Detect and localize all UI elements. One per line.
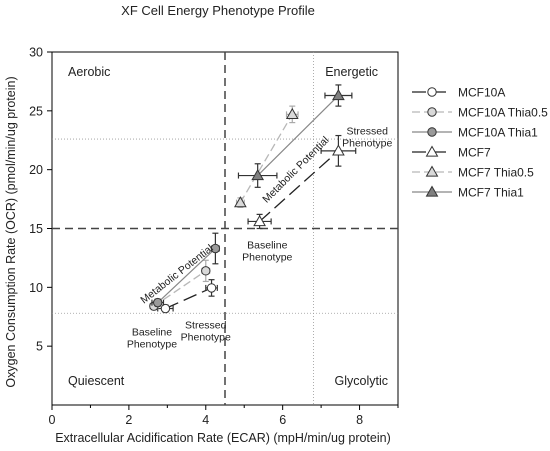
annotation-line: Baseline bbox=[132, 327, 172, 339]
legend-label: MCF10A bbox=[458, 86, 505, 100]
annotation-line: Stressed bbox=[185, 320, 227, 332]
x-tick-label: 6 bbox=[279, 413, 286, 427]
annotation-sp2: Stressed Phenotype bbox=[342, 125, 392, 149]
legend-label: MCF7 bbox=[458, 146, 491, 160]
data-point bbox=[206, 283, 217, 293]
x-tick-label: 4 bbox=[202, 413, 209, 427]
data-point bbox=[234, 196, 247, 208]
legend-marker bbox=[427, 127, 437, 137]
x-tick-label: 8 bbox=[356, 413, 363, 427]
legend-marker bbox=[425, 145, 439, 157]
y-tick-label: 25 bbox=[29, 104, 43, 118]
x-axis-label: Extracellular Acidification Rate (ECAR) … bbox=[55, 431, 391, 445]
annotation-bp1: Baseline Phenotype bbox=[127, 327, 177, 351]
series-line bbox=[259, 150, 339, 222]
plot-area: 0 2 4 6 8 5 10 15 20 25 30 Aerobic Energetic Quiescen… bbox=[29, 46, 399, 427]
data-point bbox=[332, 89, 345, 101]
legend-marker bbox=[427, 87, 437, 97]
legend-marker bbox=[425, 185, 439, 197]
data-point bbox=[332, 144, 345, 156]
legend-label: MCF7 Thia1 bbox=[458, 186, 524, 200]
legend: MCF10A MCF10A Thia0.5 MCF10A Thia1 MCF7 MCF7… bbox=[412, 86, 548, 200]
series-line bbox=[157, 248, 216, 304]
y-tick-label: 15 bbox=[29, 222, 43, 236]
quadrant-label-top-right: Energetic bbox=[325, 65, 378, 79]
annotation-line: Phenotype bbox=[342, 137, 392, 149]
y-tick-label: 20 bbox=[29, 163, 43, 177]
y-axis-label: Oxygen Consumption Rate (OCR) (pmol/min/… bbox=[4, 76, 18, 387]
quadrant-label-bottom-right: Glycolytic bbox=[335, 374, 388, 388]
data-point bbox=[251, 169, 265, 181]
data-point bbox=[153, 297, 163, 308]
data-point bbox=[160, 303, 171, 314]
series-line bbox=[239, 114, 293, 203]
annotation-line: Phenotype bbox=[127, 339, 177, 351]
legend-marker bbox=[427, 107, 437, 117]
y-tick-label: 5 bbox=[36, 340, 43, 354]
series-line bbox=[165, 287, 212, 310]
legend-label: MCF10A Thia1 bbox=[458, 126, 538, 140]
annotation-line: Metabolic Potential bbox=[260, 134, 331, 205]
series-line bbox=[257, 95, 339, 176]
quadrant-label-top-left: Aerobic bbox=[68, 65, 110, 79]
series-line bbox=[153, 270, 207, 307]
legend-label: MCF10A Thia0.5 bbox=[458, 106, 548, 120]
data-point bbox=[201, 266, 211, 276]
x-tick-label: 2 bbox=[125, 413, 132, 427]
data-point bbox=[285, 107, 299, 119]
annotation-line: Phenotype bbox=[181, 332, 231, 344]
data-point bbox=[210, 243, 221, 254]
annotation-line: Phenotype bbox=[242, 252, 292, 264]
y-tick-label: 30 bbox=[29, 46, 43, 60]
chart-title: XF Cell Energy Phenotype Profile bbox=[121, 3, 315, 18]
legend-marker bbox=[425, 165, 439, 177]
annotation-mp2: Metabolic Potential bbox=[260, 134, 331, 205]
annotation-bp2: Baseline Phenotype bbox=[242, 240, 292, 264]
quadrant-label-bottom-left: Quiescent bbox=[68, 374, 125, 388]
y-tick-label: 10 bbox=[29, 281, 43, 295]
annotation-line: Stressed bbox=[347, 125, 389, 137]
annotation-line: Baseline bbox=[247, 240, 287, 252]
annotation-sp1: Stressed Phenotype bbox=[181, 320, 231, 344]
data-point bbox=[253, 214, 266, 227]
x-tick-label: 0 bbox=[49, 413, 56, 427]
legend-label: MCF7 Thia0.5 bbox=[458, 166, 534, 180]
